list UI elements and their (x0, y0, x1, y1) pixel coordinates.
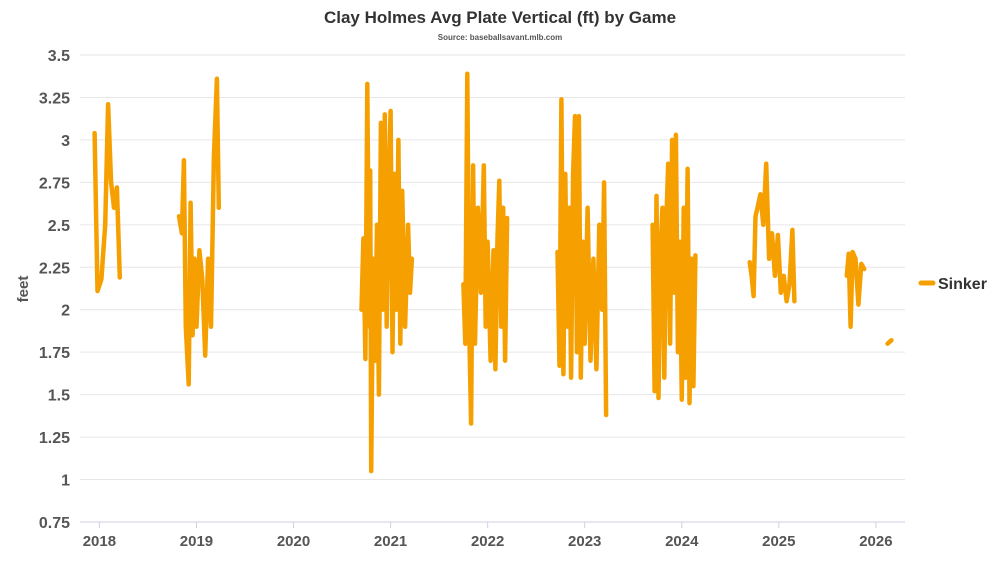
y-tick-label: 1 (61, 473, 70, 490)
series-sinker-segment-6 (747, 161, 797, 304)
legend[interactable]: Sinker (918, 276, 987, 293)
y-tick-label: 2.5 (48, 218, 70, 235)
y-tick-label: 1.75 (39, 345, 70, 362)
x-tick-labels: 2018 2019 2020 2021 2022 2023 2024 2025 2026 (83, 522, 893, 550)
series-sinker-segment-1 (176, 76, 222, 387)
y-tick-label: 1.25 (39, 430, 70, 447)
y-tick-label: 3.5 (48, 48, 70, 65)
chart-title: Clay Holmes Avg Plate Vertical (ft) by G… (324, 8, 676, 27)
series-sinker-segment-8 (885, 338, 894, 346)
y-tick-label: 2.75 (39, 175, 70, 192)
series-sinker-segment-5 (650, 132, 698, 406)
x-tick-label: 2020 (277, 533, 310, 550)
x-tick-label: 2023 (568, 533, 601, 550)
x-tick-label: 2019 (180, 533, 213, 550)
y-tick-label: 3.25 (39, 90, 70, 107)
x-tick-label: 2025 (762, 533, 795, 550)
x-tick-label: 2018 (83, 533, 116, 550)
y-tick-label: 0.75 (39, 515, 70, 532)
y-tick-labels: 0.75 1 1.25 1.5 1.75 2 2.25 2.5 2.75 3 3.25 3.5 (39, 48, 70, 532)
series-sinker-segment-4 (555, 96, 609, 418)
series-sinker-segment-2 (359, 81, 415, 474)
series-sinker-segment-3 (461, 71, 510, 426)
y-tick-label: 3 (61, 133, 70, 150)
y-tick-label: 1.5 (48, 388, 70, 405)
y-tick-label: 2 (61, 303, 70, 320)
x-tick-label: 2022 (471, 533, 504, 550)
x-tick-label: 2026 (859, 533, 892, 550)
legend-label-sinker: Sinker (938, 276, 987, 293)
y-tick-label: 2.25 (39, 260, 70, 277)
x-tick-label: 2024 (665, 533, 699, 550)
x-tick-label: 2021 (374, 533, 407, 550)
series-sinker-segment-7 (844, 249, 867, 329)
series-sinker-segment-0 (92, 101, 123, 294)
series-layer (92, 71, 894, 474)
y-axis-title: feet (15, 276, 32, 303)
chart-subtitle: Source: baseballsavant.mlb.com (438, 33, 563, 42)
